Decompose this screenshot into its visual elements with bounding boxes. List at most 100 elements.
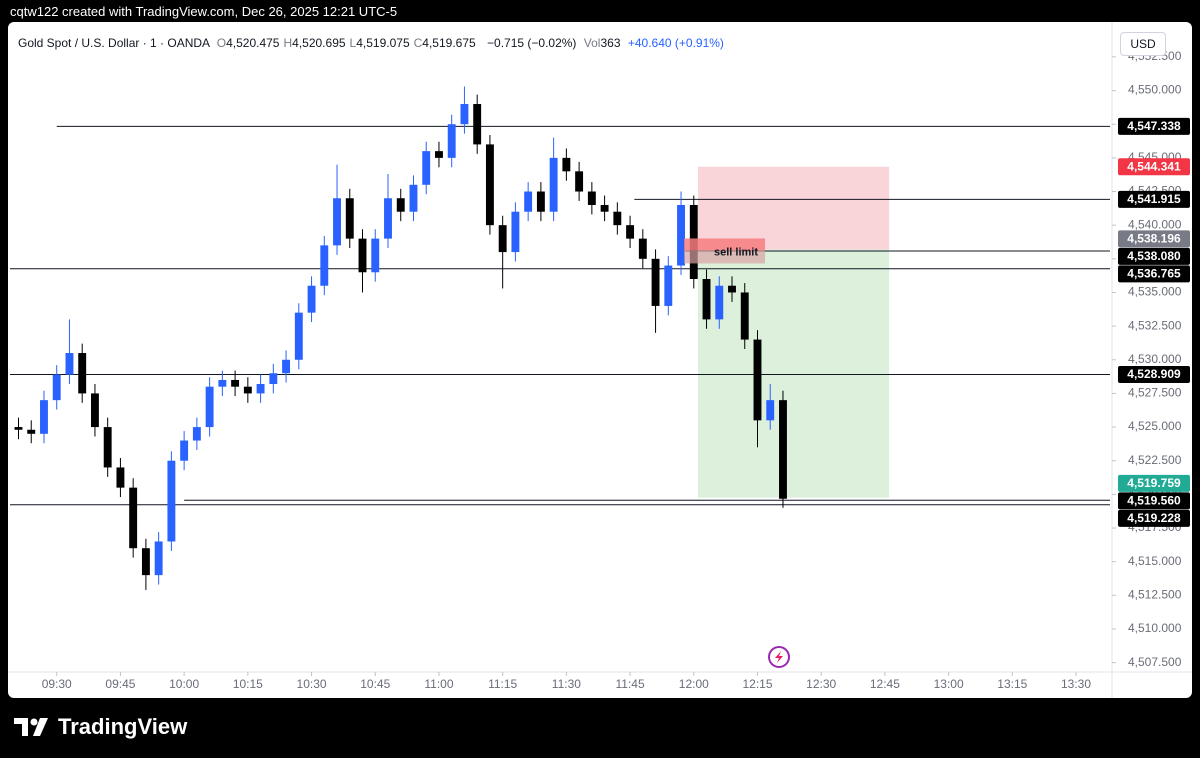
candle-body xyxy=(358,238,367,273)
price-label-bg xyxy=(1118,247,1190,265)
price-label: 4,519.228 xyxy=(1127,511,1181,525)
x-tick-label: 10:30 xyxy=(297,677,327,691)
price-label: 4,544.341 xyxy=(1127,159,1181,173)
candle-body xyxy=(460,104,469,125)
position-stop-zone xyxy=(698,166,890,250)
candle-body xyxy=(192,427,201,441)
candle-body xyxy=(256,383,265,394)
candle-body xyxy=(307,285,316,313)
y-tick-label: 4,550.000 xyxy=(1128,83,1182,97)
price-label-bg xyxy=(1118,158,1190,176)
x-tick-label: 13:30 xyxy=(1061,677,1091,691)
x-tick-label: 12:30 xyxy=(806,677,836,691)
position-target-zone xyxy=(698,249,890,498)
ohlc-key: H xyxy=(283,36,293,50)
ohlc-value: 4,520.695 xyxy=(292,36,346,50)
candle-body xyxy=(575,171,584,192)
candle-body xyxy=(40,400,48,434)
candle-body xyxy=(333,198,341,246)
candle-body xyxy=(715,285,724,320)
brand: TradingView xyxy=(14,714,187,740)
candle-body xyxy=(638,238,647,259)
y-tick-label: 4,510.000 xyxy=(1128,621,1182,635)
candle-body xyxy=(65,353,74,375)
candle-body xyxy=(626,225,635,239)
x-tick-label: 12:00 xyxy=(679,677,709,691)
ohlc-value: 4,519.075 xyxy=(356,36,410,50)
change: −0.715 (−0.02%) xyxy=(487,36,577,50)
price-label-bg xyxy=(1118,190,1190,208)
candle-body xyxy=(269,373,278,384)
candle-body xyxy=(205,386,214,428)
candle-body xyxy=(116,467,125,488)
candle-body xyxy=(435,151,443,158)
candle-body xyxy=(27,429,36,434)
candle-body xyxy=(371,238,380,273)
alert-icon xyxy=(768,646,790,668)
x-tick-label: 09:45 xyxy=(105,677,135,691)
ohlc-key: C xyxy=(413,36,423,50)
y-tick-label: 4,522.500 xyxy=(1128,453,1182,467)
ohlc-value: 4,519.675 xyxy=(422,36,476,50)
candle-body xyxy=(600,204,609,212)
x-tick-label: 12:15 xyxy=(742,677,772,691)
candle-body xyxy=(562,157,571,172)
candle-body xyxy=(587,191,596,205)
candle-body xyxy=(396,198,405,212)
candle-body xyxy=(511,211,520,253)
x-tick-label: 09:30 xyxy=(42,677,72,691)
ohlc: O4,520.475 H4,520.695 L4,519.075 C4,519.675 xyxy=(213,36,480,50)
price-label-bg xyxy=(1118,230,1190,248)
indicator: +40.640 (+0.91%) xyxy=(627,36,724,50)
candle-body xyxy=(14,427,23,430)
price-label-bg xyxy=(1118,474,1190,492)
y-tick-label: 4,525.000 xyxy=(1128,419,1182,433)
volume: 363 xyxy=(600,36,621,50)
candle-body xyxy=(485,144,494,226)
candle-body xyxy=(753,339,762,421)
price-label: 4,541.915 xyxy=(1127,192,1181,206)
candle-body xyxy=(498,225,507,253)
candle-body xyxy=(447,124,456,158)
price-label: 4,538.196 xyxy=(1127,232,1181,246)
price-label: 4,519.560 xyxy=(1127,494,1181,508)
ohlc-key: O xyxy=(216,36,227,50)
ohlc-key: L xyxy=(349,36,357,50)
candle-body xyxy=(728,285,736,293)
x-tick-label: 10:45 xyxy=(360,677,390,691)
brand-name: TradingView xyxy=(58,714,188,739)
candle-body xyxy=(740,292,749,340)
ohlc-value: 4,520.475 xyxy=(226,36,280,50)
candle-body xyxy=(345,198,354,239)
x-tick-label: 13:00 xyxy=(934,677,964,691)
annotation-box-bottom xyxy=(684,250,766,264)
candle-body xyxy=(218,379,227,387)
y-tick-label: 4,507.500 xyxy=(1128,655,1182,669)
axes: 4,507.500 4,510.000 4,512.500 4,515.000 4,51… xyxy=(8,22,1192,698)
candle-body xyxy=(180,440,189,461)
annotation-box-top xyxy=(684,238,766,251)
brand-logo xyxy=(14,718,48,736)
caption: cqtw122 created with TradingView.com, De… xyxy=(10,4,398,19)
candle-body xyxy=(384,198,392,239)
x-tick-label: 10:00 xyxy=(169,677,199,691)
price-label: 4,519.759 xyxy=(1127,476,1181,490)
candle-body xyxy=(78,353,87,394)
price-label: 4,528.909 xyxy=(1127,367,1181,381)
candle-body xyxy=(422,151,431,185)
plot-area: sell limit xyxy=(10,86,1110,590)
price-label-bg xyxy=(1118,492,1190,510)
symbol: Gold Spot / U.S. Dollar · 1 · OANDA xyxy=(18,36,210,50)
candle-body xyxy=(231,379,240,387)
annotation: sell limit xyxy=(714,246,758,258)
currency-button[interactable]: USD xyxy=(1120,32,1166,56)
candle-body xyxy=(282,359,291,374)
candle-body xyxy=(677,204,685,266)
y-tick-label: 4,515.000 xyxy=(1128,554,1182,568)
candle-body xyxy=(167,460,176,542)
candle-body xyxy=(651,258,660,306)
price-label: 4,536.765 xyxy=(1127,267,1181,281)
x-tick-label: 13:15 xyxy=(997,677,1027,691)
